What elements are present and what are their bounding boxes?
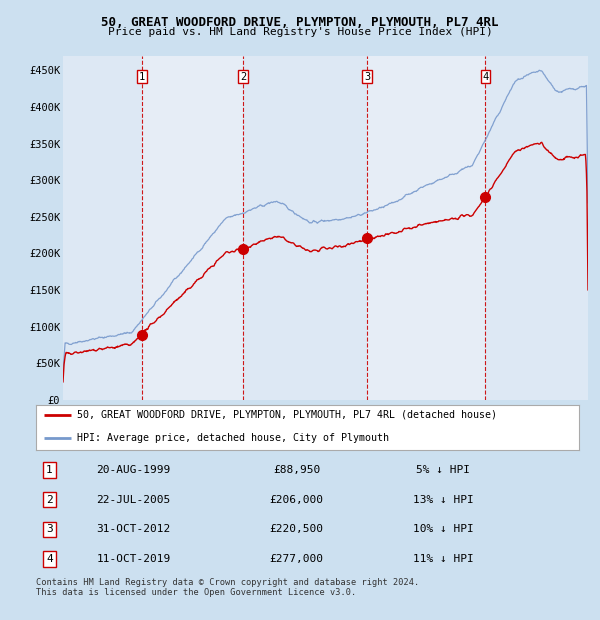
Text: 1: 1 bbox=[46, 465, 53, 475]
Text: 3: 3 bbox=[364, 72, 370, 82]
Text: £206,000: £206,000 bbox=[269, 495, 323, 505]
Text: 1: 1 bbox=[139, 72, 145, 82]
Bar bbox=[243, 56, 367, 400]
Text: £220,500: £220,500 bbox=[269, 525, 323, 534]
Bar bbox=[367, 56, 485, 400]
Text: 2: 2 bbox=[46, 495, 53, 505]
Text: 11-OCT-2019: 11-OCT-2019 bbox=[97, 554, 171, 564]
Bar bbox=[485, 56, 588, 400]
Text: 31-OCT-2012: 31-OCT-2012 bbox=[97, 525, 171, 534]
Text: HPI: Average price, detached house, City of Plymouth: HPI: Average price, detached house, City… bbox=[77, 433, 389, 443]
Text: 4: 4 bbox=[482, 72, 488, 82]
Text: Price paid vs. HM Land Registry's House Price Index (HPI): Price paid vs. HM Land Registry's House … bbox=[107, 27, 493, 37]
Text: 2: 2 bbox=[240, 72, 246, 82]
Text: Contains HM Land Registry data © Crown copyright and database right 2024.
This d: Contains HM Land Registry data © Crown c… bbox=[36, 578, 419, 597]
Text: 13% ↓ HPI: 13% ↓ HPI bbox=[413, 495, 473, 505]
Text: 22-JUL-2005: 22-JUL-2005 bbox=[97, 495, 171, 505]
Text: 11% ↓ HPI: 11% ↓ HPI bbox=[413, 554, 473, 564]
Text: £277,000: £277,000 bbox=[269, 554, 323, 564]
Text: 10% ↓ HPI: 10% ↓ HPI bbox=[413, 525, 473, 534]
Text: 20-AUG-1999: 20-AUG-1999 bbox=[97, 465, 171, 475]
Text: 50, GREAT WOODFORD DRIVE, PLYMPTON, PLYMOUTH, PL7 4RL (detached house): 50, GREAT WOODFORD DRIVE, PLYMPTON, PLYM… bbox=[77, 410, 497, 420]
Text: 4: 4 bbox=[46, 554, 53, 564]
Text: £88,950: £88,950 bbox=[273, 465, 320, 475]
Bar bbox=[63, 56, 142, 400]
Text: 5% ↓ HPI: 5% ↓ HPI bbox=[416, 465, 470, 475]
Bar bbox=[142, 56, 243, 400]
Text: 50, GREAT WOODFORD DRIVE, PLYMPTON, PLYMOUTH, PL7 4RL: 50, GREAT WOODFORD DRIVE, PLYMPTON, PLYM… bbox=[101, 16, 499, 29]
Text: 3: 3 bbox=[46, 525, 53, 534]
